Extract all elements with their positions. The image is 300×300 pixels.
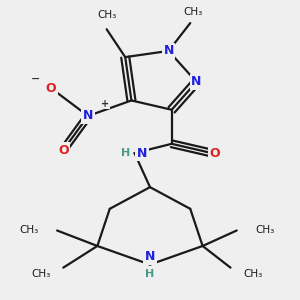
Text: O: O: [46, 82, 56, 94]
Text: H: H: [121, 148, 130, 158]
Text: +: +: [101, 99, 109, 109]
Text: CH₃: CH₃: [184, 7, 203, 17]
Text: N: N: [145, 250, 155, 263]
Text: CH₃: CH₃: [32, 269, 51, 279]
Text: N: N: [137, 147, 147, 160]
Text: N: N: [164, 44, 174, 57]
Text: N: N: [191, 75, 202, 88]
Text: CH₃: CH₃: [255, 226, 274, 236]
Text: −: −: [31, 74, 40, 84]
Text: O: O: [58, 143, 69, 157]
Text: N: N: [83, 110, 93, 122]
Text: H: H: [146, 269, 154, 279]
Text: O: O: [210, 147, 220, 160]
Text: CH₃: CH₃: [19, 226, 38, 236]
Text: CH₃: CH₃: [243, 269, 262, 279]
Text: CH₃: CH₃: [97, 10, 116, 20]
